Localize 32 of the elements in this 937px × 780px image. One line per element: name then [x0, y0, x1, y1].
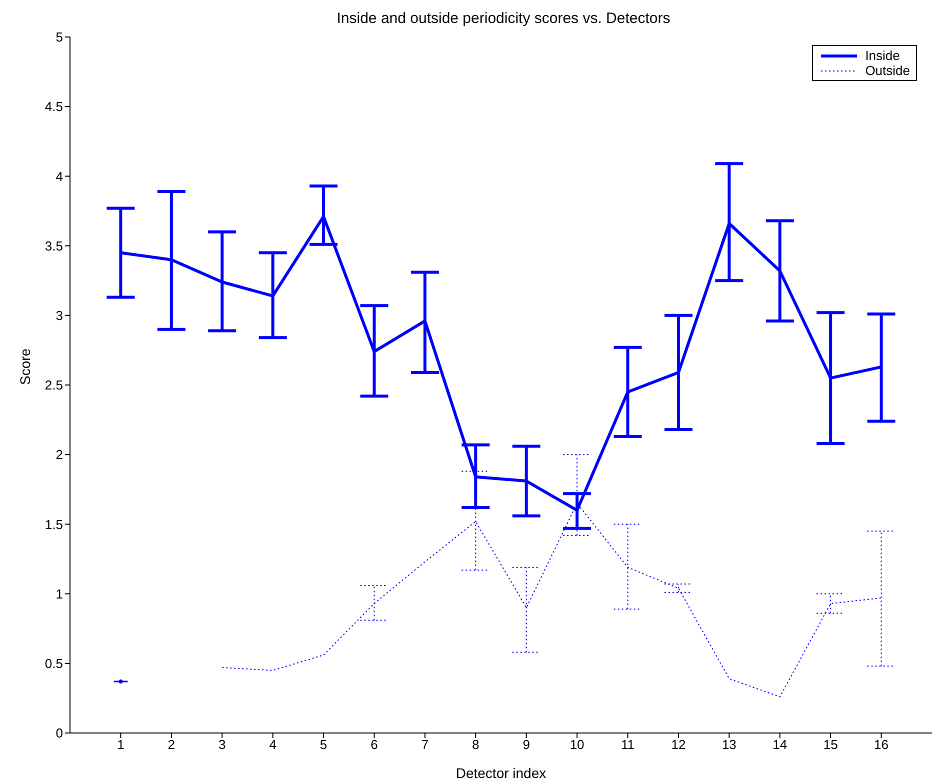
x-tick-label: 16: [874, 737, 889, 752]
y-tick-label: 0.5: [44, 656, 63, 672]
x-tick-label: 7: [421, 737, 429, 752]
x-tick-label: 1: [117, 737, 124, 752]
y-tick-label: 3.5: [44, 238, 63, 254]
x-axis-title: Detector index: [456, 765, 546, 780]
x-tick-label: 2: [168, 737, 176, 752]
x-tick-label: 11: [621, 737, 635, 752]
x-tick-label: 3: [218, 737, 226, 752]
y-tick-label: 5: [56, 30, 63, 45]
y-tick-label: 0: [56, 726, 63, 741]
x-tick-label: 5: [320, 737, 328, 752]
x-tick-label: 13: [722, 737, 736, 752]
chart-title: Inside and outside periodicity scores vs. Detectors: [336, 10, 672, 27]
y-tick-label: 4: [56, 168, 63, 184]
y-axis-title: Score: [16, 348, 33, 385]
y-tick-label: 2: [56, 447, 63, 462]
x-tick-label: 10: [570, 737, 584, 752]
x-tick-label: 12: [671, 737, 686, 752]
x-tick-label: 8: [472, 737, 480, 752]
legend-label: Inside: [865, 48, 900, 63]
y-tick-label: 4.5: [44, 99, 63, 114]
y-tick-label: 3: [56, 308, 63, 324]
y-tick-label: 2.5: [44, 378, 63, 393]
y-tick-label: 1.5: [44, 516, 63, 532]
legend-label: Outside: [865, 63, 910, 78]
x-tick-label: 6: [370, 737, 378, 752]
x-tick-label: 9: [522, 737, 530, 752]
x-tick-label: 4: [269, 737, 276, 752]
y-tick-label: 1: [56, 586, 63, 602]
x-tick-label: 15: [823, 737, 838, 752]
x-tick-label: 14: [772, 737, 788, 752]
